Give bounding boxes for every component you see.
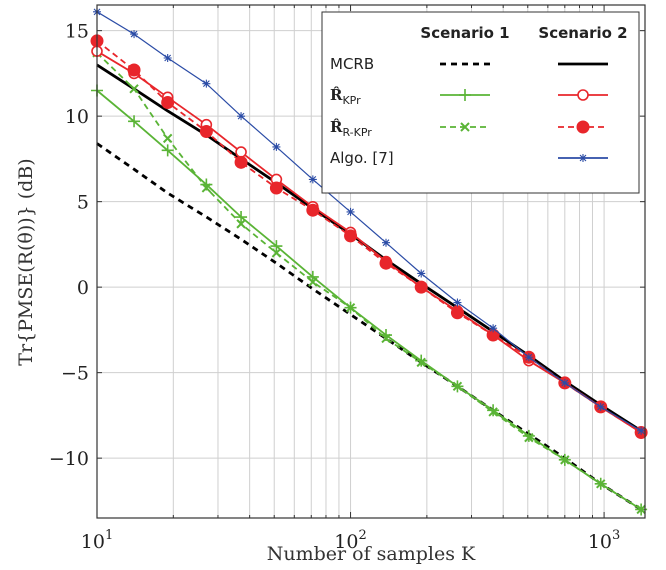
asterisk-marker bbox=[237, 112, 246, 121]
series-line bbox=[96, 11, 642, 432]
series-layer bbox=[90, 7, 648, 516]
plus-marker bbox=[459, 89, 471, 101]
plus-marker bbox=[415, 354, 428, 367]
y-axis-title: Tr{PMSE(R(θ))} (dB) bbox=[15, 158, 37, 365]
legend-column-header: Scenario 2 bbox=[538, 24, 627, 42]
asterisk-marker bbox=[453, 298, 462, 307]
series-line bbox=[96, 50, 642, 434]
asterisk-marker bbox=[560, 378, 569, 387]
asterisk-marker bbox=[272, 142, 281, 151]
x-marker bbox=[488, 407, 498, 417]
x-tick-label: 103 bbox=[588, 528, 620, 553]
y-tick-label: 0 bbox=[77, 277, 89, 299]
asterisk-marker bbox=[130, 30, 139, 39]
filled-circle-marker bbox=[127, 63, 141, 77]
x-marker bbox=[236, 219, 246, 229]
x-marker bbox=[452, 381, 463, 392]
plus-marker bbox=[270, 240, 283, 253]
x-marker bbox=[162, 133, 173, 144]
legend-box bbox=[321, 11, 640, 194]
asterisk-marker bbox=[524, 353, 533, 362]
x-tick-label: 101 bbox=[81, 528, 113, 553]
legend-column-header: Scenario 1 bbox=[420, 24, 509, 42]
filled-circle-marker bbox=[306, 203, 320, 217]
series-algo-7-scenario-2 bbox=[93, 7, 646, 435]
ticks: −10 −5 0 5 10 15 101 102 103 bbox=[49, 5, 645, 553]
series-r-r-kpr-scenario-1 bbox=[92, 48, 646, 515]
filled-circle-marker bbox=[414, 280, 428, 294]
x-marker bbox=[308, 277, 318, 287]
x-axis-title: Number of samples K bbox=[267, 543, 476, 565]
x-marker bbox=[201, 183, 212, 193]
legend-label: MCRB bbox=[330, 55, 374, 73]
series-line bbox=[96, 40, 642, 434]
asterisk-marker bbox=[382, 238, 391, 247]
filled-circle-marker bbox=[379, 256, 393, 270]
filled-circle-marker bbox=[576, 120, 590, 134]
filled-circle-marker bbox=[234, 155, 248, 169]
asterisk-marker bbox=[596, 402, 605, 411]
asterisk-marker bbox=[417, 269, 426, 278]
series-line bbox=[96, 142, 642, 511]
circle-marker bbox=[577, 89, 589, 101]
plus-marker bbox=[522, 429, 535, 442]
x-marker bbox=[560, 455, 570, 465]
legend-label: R̂R-KPr bbox=[330, 118, 372, 139]
x-marker bbox=[596, 479, 606, 489]
plus-marker bbox=[235, 211, 248, 224]
plus-marker bbox=[128, 115, 141, 128]
y-tick-label: 10 bbox=[65, 106, 89, 128]
y-tick-label: −10 bbox=[49, 448, 89, 470]
series-line bbox=[96, 52, 642, 511]
plus-marker bbox=[487, 404, 500, 417]
x-marker bbox=[416, 357, 426, 368]
x-marker bbox=[129, 84, 139, 94]
asterisk-marker bbox=[308, 175, 317, 184]
asterisk-marker bbox=[637, 426, 646, 435]
asterisk-marker bbox=[346, 207, 355, 216]
plus-marker bbox=[161, 144, 174, 157]
series-mcrb-scenario-1 bbox=[96, 142, 642, 511]
circle-marker bbox=[235, 146, 247, 158]
y-tick-label: 15 bbox=[65, 21, 89, 43]
x-marker bbox=[524, 432, 534, 443]
x-marker bbox=[271, 248, 282, 258]
x-marker bbox=[345, 302, 356, 313]
legend: Scenario 1 Scenario 2 MCRB R̂KPr R̂R-KPr Algo… bbox=[321, 11, 640, 194]
asterisk-marker bbox=[163, 54, 172, 63]
x-tick-label: 102 bbox=[334, 528, 366, 553]
x-marker bbox=[636, 504, 646, 515]
filled-circle-marker bbox=[450, 306, 464, 320]
legend-label: Algo. [7] bbox=[330, 149, 394, 167]
filled-circle-marker bbox=[199, 125, 213, 139]
filled-circle-marker bbox=[269, 181, 283, 195]
legend-label: R̂KPr bbox=[330, 86, 361, 107]
x-marker bbox=[381, 333, 391, 344]
asterisk-marker bbox=[202, 79, 211, 88]
y-tick-label: 5 bbox=[77, 192, 89, 214]
y-tick-label: −5 bbox=[61, 363, 89, 385]
asterisk-marker bbox=[579, 154, 587, 162]
plot-frame bbox=[96, 4, 646, 519]
asterisk-marker bbox=[489, 324, 498, 333]
x-marker bbox=[460, 122, 470, 132]
filled-circle-marker bbox=[344, 229, 358, 243]
filled-circle-marker bbox=[161, 95, 175, 109]
